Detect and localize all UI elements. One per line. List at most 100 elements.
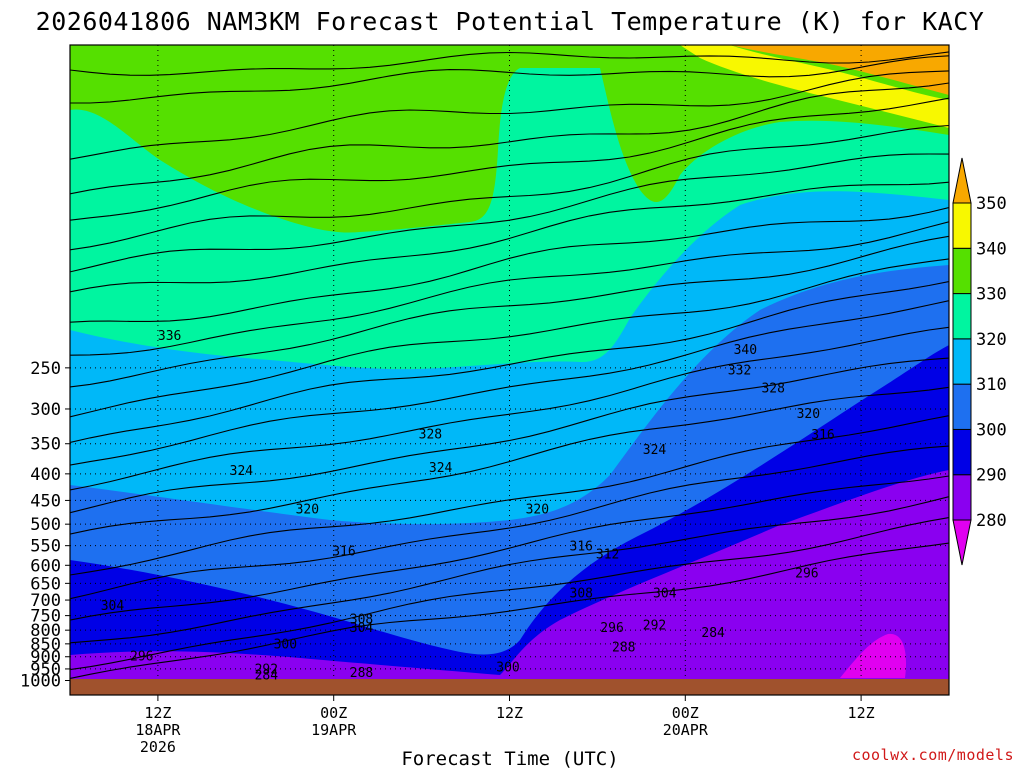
colorbar-swatch	[952, 474, 972, 521]
colorbar-swatch	[952, 293, 972, 340]
colorbar-swatch	[952, 247, 972, 295]
contour-label: 328	[761, 382, 784, 397]
colorbar-label: 280	[976, 511, 1007, 531]
colorbar-swatch	[952, 202, 972, 249]
colorbar: 280 290 300 310 320 330 340 350	[952, 157, 1007, 566]
contour-line	[70, 258, 949, 418]
contour-line	[70, 51, 949, 76]
colorbar-label: 340	[976, 239, 1007, 259]
contour-line	[70, 124, 949, 251]
y-tick-label: 250	[30, 359, 61, 379]
y-tick-label: 500	[30, 515, 61, 535]
contour-label: 296	[795, 566, 818, 581]
contour-label: 332	[728, 364, 751, 379]
fill-band-340-350	[730, 45, 949, 95]
x-tick-label: 00Z	[672, 704, 699, 722]
contour-line	[70, 542, 949, 679]
y-tick-label: 900	[30, 648, 61, 668]
contour-label: 324	[230, 464, 254, 479]
contour-label: 284	[701, 626, 725, 641]
y-tick-label: 550	[30, 537, 61, 557]
contour-line	[70, 517, 949, 671]
contour-label: 340	[734, 343, 757, 358]
contour-label: 320	[797, 407, 820, 422]
colorbar-swatch	[952, 428, 972, 476]
contour-line	[70, 415, 949, 576]
contour-label: 324	[643, 443, 667, 458]
contour-label: 316	[570, 539, 593, 554]
colorbar-label: 300	[976, 420, 1007, 440]
x-tick-label: 19APR	[311, 721, 357, 739]
contour-label: 288	[612, 641, 635, 656]
contour-label: 324	[429, 461, 453, 476]
contour-label: 296	[600, 621, 623, 636]
y-tick-label: 600	[30, 556, 61, 576]
contour-label: 316	[811, 428, 834, 443]
y-tick-label: 400	[30, 465, 61, 485]
contour-label: 336	[158, 329, 181, 344]
y-axis: 2503003504004505005506006507007508008509…	[20, 359, 70, 692]
y-tick-label: 950	[30, 660, 61, 680]
colorbar-lower-extension	[952, 519, 972, 566]
ground-surface	[70, 679, 949, 695]
contour-label: 292	[255, 663, 278, 678]
y-tick-label: 350	[30, 435, 61, 455]
contour-line	[70, 445, 949, 600]
contour-label: 292	[643, 619, 666, 634]
y-tick-label: 1000	[20, 672, 61, 692]
contour-label: 320	[526, 502, 549, 517]
contour-line	[70, 386, 949, 535]
contour-label: 300	[274, 638, 297, 653]
colorbar-swatch	[952, 338, 972, 385]
contour-line	[70, 496, 949, 644]
contour-label: 288	[350, 666, 373, 681]
contour-line	[70, 326, 949, 491]
x-tick-label: 12Z	[144, 704, 171, 722]
contour-line	[70, 82, 949, 195]
contour-label: 308	[570, 587, 593, 602]
contour-label: 312	[596, 548, 619, 563]
contour-fills	[70, 45, 949, 695]
x-tick-label: 2026	[140, 738, 176, 756]
chart-title: 2026041806 NAM3KM Forecast Potential Tem…	[36, 7, 985, 36]
credit-text: coolwx.com/models	[852, 746, 1014, 764]
contour-label: 304	[350, 621, 374, 636]
contour-line	[70, 181, 949, 293]
contour-lines	[70, 51, 949, 679]
colorbar-label: 350	[976, 194, 1007, 214]
contour-label: 308	[350, 612, 373, 627]
y-tick-label: 300	[30, 400, 61, 420]
contour-label: 320	[296, 502, 319, 517]
contour-label: 328	[419, 428, 442, 443]
grid-lines	[70, 45, 949, 695]
contour-label: 296	[130, 650, 153, 665]
contour-line	[70, 206, 949, 323]
y-tick-label: 800	[30, 621, 61, 641]
x-tick-label: 20APR	[663, 721, 709, 739]
x-tick-label: 18APR	[135, 721, 181, 739]
y-tick-label: 700	[30, 591, 61, 611]
contour-line	[70, 55, 949, 104]
contour-label: 304	[653, 587, 677, 602]
contour-label: 284	[255, 668, 279, 683]
colorbar-label: 290	[976, 466, 1007, 486]
contour-line	[70, 475, 949, 621]
fill-band-below-280	[840, 633, 907, 678]
y-tick-label: 650	[30, 574, 61, 594]
colorbar-swatch	[952, 383, 972, 430]
colorbar-upper-extension	[952, 157, 972, 204]
contour-line	[70, 281, 949, 444]
colorbar-label: 310	[976, 375, 1007, 395]
contour-label: 300	[496, 660, 519, 675]
contour-line	[70, 300, 949, 466]
y-tick-label: 450	[30, 491, 61, 511]
colorbar-label: 330	[976, 285, 1007, 305]
y-tick-label: 750	[30, 607, 61, 627]
fill-band-330-340	[680, 45, 949, 128]
x-tick-label: 12Z	[496, 704, 523, 722]
contour-label: 316	[332, 544, 355, 559]
colorbar-label: 320	[976, 330, 1007, 350]
